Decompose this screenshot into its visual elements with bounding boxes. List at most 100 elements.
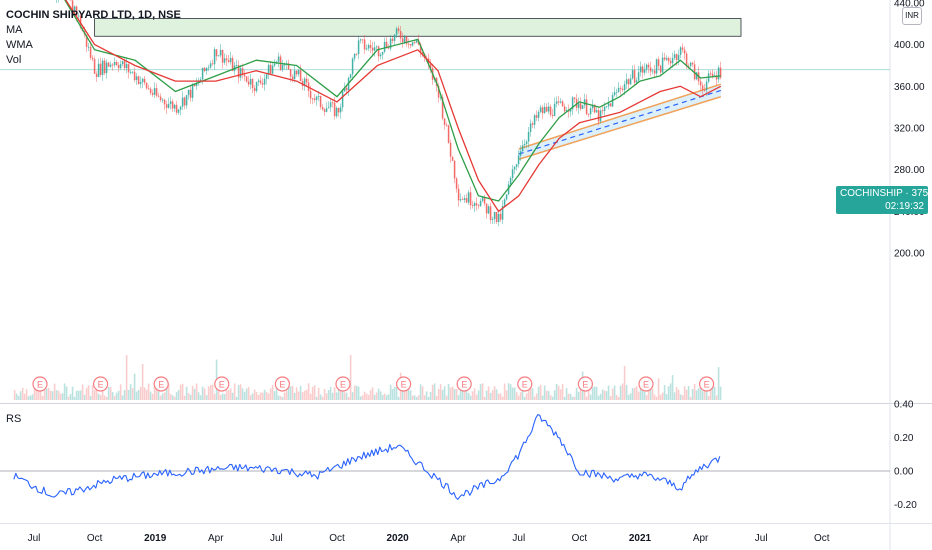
volume-bar — [665, 394, 668, 400]
time-tick-label: Apr — [450, 533, 466, 544]
volume-bar — [109, 386, 112, 400]
time-tick-label: 2019 — [144, 533, 167, 544]
volume-bar — [621, 383, 624, 400]
earnings-marker[interactable]: E — [517, 376, 533, 392]
earnings-marker[interactable]: E — [214, 376, 230, 392]
volume-bar — [375, 392, 378, 400]
channel-lower-line[interactable] — [518, 96, 722, 160]
volume-bar — [485, 390, 488, 400]
earnings-marker[interactable]: E — [32, 376, 48, 392]
earnings-marker[interactable]: E — [335, 376, 351, 392]
price-candle-body — [469, 192, 472, 206]
price-candle-body — [255, 81, 258, 92]
volume-bar — [149, 391, 152, 400]
indicator-vol[interactable]: Vol — [6, 54, 22, 66]
earnings-marker[interactable]: E — [456, 376, 472, 392]
price-candle-body — [191, 84, 194, 98]
price-candle-body — [719, 67, 722, 78]
volume-bar — [599, 393, 602, 400]
volume-bar — [441, 389, 444, 400]
price-candle-body — [619, 87, 622, 89]
price-candle-body — [129, 71, 132, 73]
volume-bar — [387, 394, 390, 400]
rs-tick-label: 0.00 — [894, 467, 914, 478]
earnings-marker[interactable]: E — [638, 376, 654, 392]
volume-bar — [67, 396, 70, 400]
indicator-wma[interactable]: WMA — [6, 39, 33, 51]
annotation-layer[interactable] — [94, 18, 742, 160]
price-candle-body — [111, 64, 114, 66]
earnings-marker-circle — [577, 376, 594, 392]
volume-bar — [249, 395, 252, 400]
currency-button[interactable]: INR — [902, 7, 922, 25]
earnings-marker[interactable]: E — [92, 376, 109, 392]
price-candle-body — [369, 45, 372, 48]
earnings-marker[interactable]: E — [153, 376, 169, 392]
volume-bar — [213, 393, 216, 400]
volume-bar — [333, 387, 336, 400]
price-candle-body — [501, 205, 504, 220]
volume-bar — [663, 385, 666, 400]
price-candle-body — [359, 39, 362, 41]
volume-bar — [197, 392, 200, 400]
earnings-marker-circle — [517, 376, 533, 392]
price-candle-body — [585, 99, 588, 115]
price-candle-body — [693, 64, 696, 80]
volume-bar — [661, 392, 664, 400]
earnings-marker[interactable]: E — [396, 376, 412, 392]
channel-upper-line[interactable] — [518, 83, 722, 150]
volume-bar — [575, 387, 578, 400]
volume-bar — [171, 395, 174, 400]
volume-bar — [335, 392, 338, 400]
volume-bar — [145, 389, 148, 400]
volume-bar — [357, 386, 360, 400]
price-candle-body — [675, 54, 678, 60]
volume-bar — [453, 388, 456, 400]
volume-bar — [239, 384, 242, 400]
volume-bar — [253, 389, 256, 400]
volume-bar — [165, 386, 168, 400]
volume-bar — [497, 393, 500, 400]
price-candle-body — [603, 106, 606, 112]
price-candle-body — [153, 88, 156, 95]
volume-bar — [515, 392, 518, 400]
volume-bar — [339, 384, 342, 400]
indicator-ma[interactable]: MA — [6, 24, 23, 36]
volume-bar — [697, 388, 700, 400]
volume-bar — [133, 373, 136, 400]
volume-bar — [427, 396, 430, 400]
volume-bar — [437, 388, 440, 400]
volume-bar — [301, 392, 304, 400]
price-candle-body — [385, 41, 388, 48]
volume-bar — [501, 396, 504, 400]
volume-bar — [717, 367, 720, 400]
volume-bar — [187, 393, 190, 400]
price-candle-body — [333, 102, 336, 117]
volume-bar — [37, 389, 40, 400]
price-candle-body — [391, 38, 394, 41]
price-candle-body — [261, 83, 264, 85]
earnings-marker[interactable]: E — [577, 376, 594, 392]
symbol-title[interactable]: COCHIN SHIPYARD LTD, 1D, NSE — [6, 9, 181, 21]
resistance-zone-rectangle[interactable] — [94, 18, 742, 37]
rising-channel-fill[interactable] — [518, 84, 721, 160]
volume-bar — [347, 396, 350, 400]
volume-bar — [477, 390, 480, 400]
volume-bar — [551, 396, 554, 400]
volume-bar — [25, 389, 28, 400]
price-candle-body — [551, 114, 554, 117]
axis-layer: 520.00480.00440.00400.00360.00320.00280.… — [28, 0, 925, 544]
volume-bar — [39, 386, 42, 400]
volume-bar — [71, 386, 74, 400]
price-candle-body — [421, 52, 424, 54]
earnings-marker[interactable]: E — [274, 376, 290, 392]
price-candle-body — [495, 211, 498, 223]
time-tick-label: Oct — [814, 533, 830, 544]
volume-bar — [631, 388, 634, 400]
price-candle-body — [699, 81, 702, 86]
rs-indicator-label[interactable]: RS — [6, 413, 22, 425]
volume-bar — [345, 392, 348, 400]
earnings-marker[interactable]: E — [698, 376, 715, 392]
